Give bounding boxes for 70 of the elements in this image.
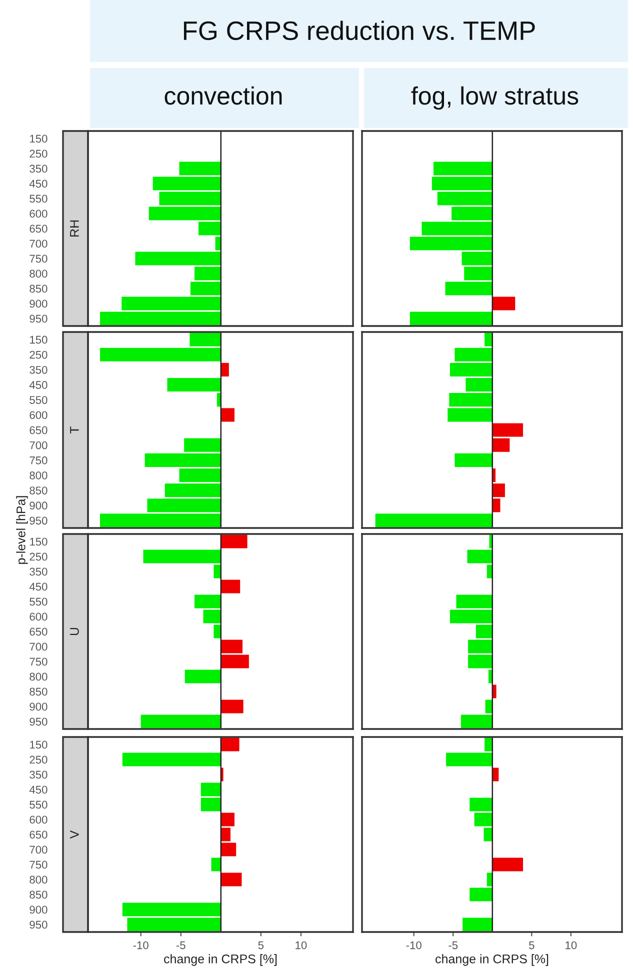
chart-title: FG CRPS reduction vs. TEMP <box>184 20 535 40</box>
y-axis-title: U <box>70 628 79 636</box>
y-tick-label: 250 <box>30 552 48 561</box>
y-tick-label: 750 <box>30 658 48 666</box>
y-tick-label: 800 <box>30 270 48 278</box>
y-tick-label: 600 <box>30 210 48 218</box>
y-tick-label: 900 <box>30 300 48 308</box>
y-tick-label: 350 <box>30 366 48 374</box>
y-tick-label: 150 <box>30 538 48 546</box>
y-tick-label: 550 <box>30 194 48 203</box>
y-tick-label: 150 <box>30 134 48 143</box>
chart-subtitle: fog, low stratus <box>411 86 578 110</box>
y-tick-label: 900 <box>30 702 48 711</box>
y-tick-label: 600 <box>30 411 48 420</box>
y-tick-label: 250 <box>30 756 48 764</box>
y-tick-label: 750 <box>30 860 48 869</box>
y-tick-label: 850 <box>30 486 48 494</box>
y-tick-label: 850 <box>30 688 48 696</box>
x-tick-label: -10 <box>406 941 422 950</box>
y-tick-label: 650 <box>30 224 48 233</box>
y-tick-label: 550 <box>30 800 48 809</box>
y-tick-label: 950 <box>30 920 48 929</box>
y-tick-label: 700 <box>30 240 48 248</box>
y-tick-label: 950 <box>30 718 48 726</box>
y-tick-label: 450 <box>29 582 48 591</box>
x-tick-label: 5 <box>529 941 534 950</box>
y-axis-title: V <box>70 830 79 839</box>
y-tick-label: 600 <box>30 816 48 824</box>
y-axis-title: RH <box>70 220 79 236</box>
y-tick-label: 550 <box>30 396 48 404</box>
chart-subtitle: convection <box>164 86 282 105</box>
y-tick-label: 650 <box>30 426 48 434</box>
x-axis-title: change in CRPS [%] <box>436 954 548 966</box>
x-tick-label: 5 <box>258 941 264 950</box>
y-tick-label: 250 <box>30 150 48 158</box>
y-tick-label: 650 <box>30 628 48 636</box>
y-tick-label: 950 <box>30 516 48 525</box>
y-tick-label: 800 <box>30 472 48 480</box>
x-axis-title: change in CRPS [%] <box>164 954 277 966</box>
x-tick-label: 10 <box>566 941 577 950</box>
y-tick-label: 850 <box>30 284 48 293</box>
y-tick-label: 150 <box>30 336 48 344</box>
y-tick-label: 700 <box>30 846 48 854</box>
y-tick-label: 900 <box>30 502 48 510</box>
y-axis-title: T <box>70 426 79 434</box>
text: p-level [hPa] <box>16 496 28 564</box>
y-tick-label: 250 <box>30 350 48 359</box>
x-tick-label: -5 <box>448 941 458 950</box>
y-tick-label: 800 <box>30 876 48 884</box>
y-tick-label: 950 <box>30 314 48 323</box>
y-tick-label: 350 <box>30 568 48 576</box>
y-tick-label: 350 <box>30 164 48 173</box>
y-tick-label: 700 <box>30 642 48 651</box>
y-tick-label: 800 <box>30 672 48 681</box>
y-tick-label: 900 <box>30 906 48 914</box>
y-tick-label: 450 <box>29 180 48 188</box>
x-tick-label: 10 <box>296 941 307 950</box>
x-tick-label: -10 <box>133 941 148 950</box>
y-tick-label: 150 <box>30 740 48 749</box>
y-tick-label: 850 <box>30 890 48 899</box>
y-tick-label: 650 <box>30 830 48 839</box>
x-tick-label: -5 <box>176 941 186 950</box>
y-tick-label: 750 <box>30 456 48 464</box>
y-tick-label: 550 <box>30 598 48 606</box>
y-tick-label: 450 <box>29 786 48 794</box>
y-tick-label: 750 <box>30 254 48 263</box>
y-tick-label: 700 <box>30 441 48 450</box>
y-tick-label: 350 <box>30 770 48 779</box>
y-tick-label: 600 <box>30 612 48 621</box>
y-tick-label: 450 <box>29 381 48 389</box>
